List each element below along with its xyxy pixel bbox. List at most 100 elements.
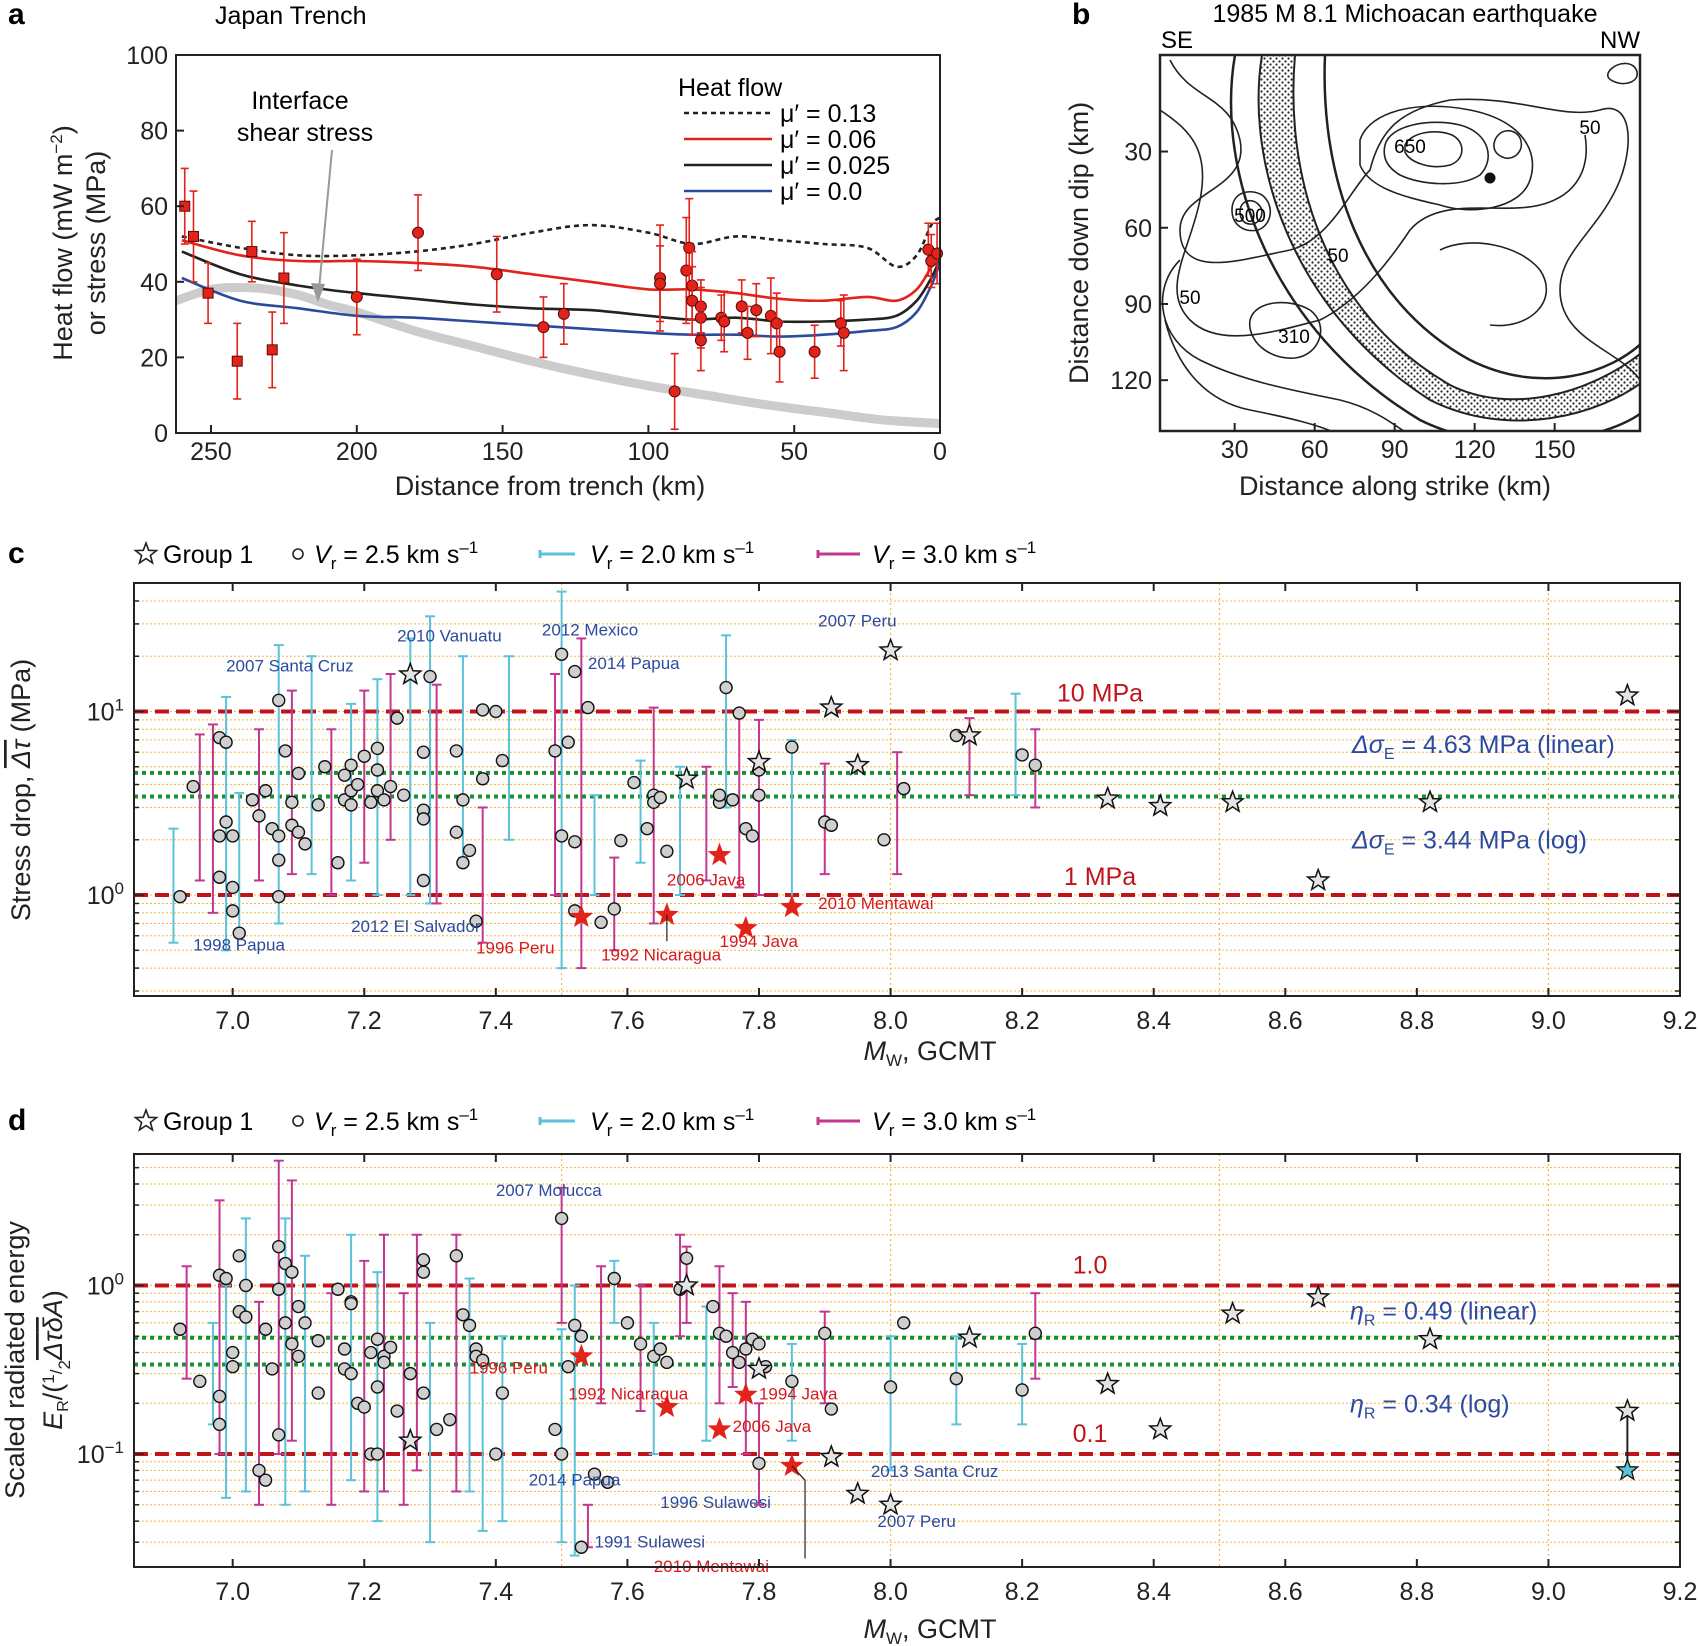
event-circle-76: [712, 788, 727, 802]
heat-flow-point-9: [683, 241, 696, 254]
event-label-blue-5: 1998 Papua: [193, 935, 285, 954]
event-circle-58: [548, 744, 562, 758]
panel-b-nw-label: NW: [1600, 27, 1640, 54]
legend-label-3: μ′ = 0.0: [780, 178, 862, 206]
legend-label-0: μ′ = 0.13: [780, 100, 876, 128]
a-ytick-label-100: 100: [126, 42, 168, 70]
event-label-blue-0: 2007 Molucca: [496, 1181, 602, 1200]
panel-a-title: Japan Trench: [215, 2, 367, 30]
event-label-red-2: 1996 Peru: [476, 939, 554, 958]
event-circle-3: [219, 735, 233, 749]
event-circle-65: [581, 700, 595, 715]
event-circle-35: [344, 1296, 358, 1311]
heat-flow-point-22: [773, 345, 786, 358]
event-circle-35: [364, 795, 378, 810]
event-circle-53: [469, 914, 483, 928]
group1-star-5: [878, 1491, 904, 1516]
event-circle-27: [331, 856, 345, 870]
contour-label-50-a: 50: [1579, 118, 1600, 139]
legend-vr30-label: Vr = 3.0 km s–1: [872, 538, 1036, 573]
contour-label-650: 650: [1394, 137, 1426, 158]
event-circle-60: [554, 1211, 569, 1226]
panel-a-frame: [175, 54, 941, 434]
panel-c-ylabel: Stress drop, Δτ (MPa): [6, 659, 36, 921]
heat-flow-point-14: [694, 334, 707, 347]
tsunami-star-1: [655, 1394, 679, 1418]
event-circle-26: [311, 1386, 325, 1400]
event-circle-79: [732, 1355, 746, 1370]
xtick-label-9.2: 9.2: [1663, 1578, 1698, 1606]
event-circle-14: [258, 1473, 273, 1487]
rupture-outer-arc: [1229, 55, 1640, 431]
event-circle-38: [370, 784, 385, 798]
event-circle-23: [298, 837, 312, 851]
event-label-blue-1: 2014 Papua: [529, 1471, 621, 1490]
heat-flow-point-6: [654, 277, 667, 290]
xtick-label-7: 7.0: [215, 1007, 250, 1035]
event-circle-48: [416, 1265, 431, 1279]
event-circle-13: [258, 1322, 273, 1336]
panel-d-letter: d: [8, 1104, 26, 1137]
event-label-blue-6: 2012 El Salvador: [351, 917, 481, 936]
event-circle-87: [877, 833, 891, 847]
event-label-blue-4: 2007 Peru: [818, 612, 896, 631]
tsunami-star-3: [734, 915, 758, 939]
panel-a-ylabel-line1: Heat flow (mW m−2): [47, 125, 78, 360]
panel-d-legend: Group 1 Vr = 2.5 km s–1 Vr = 2.0 km s–1 Vr …: [133, 1105, 1036, 1140]
panel-b-contour-labels: 650 500 50 50 50 310: [1179, 118, 1600, 348]
rupture-inner-arc: [1323, 55, 1640, 380]
event-circle-6: [225, 1345, 240, 1360]
group1-star-8: [1147, 1416, 1173, 1441]
event-label-blue-4: 2013 Santa Cruz: [871, 1462, 999, 1481]
event-circle-29: [337, 768, 352, 782]
event-label-blue-3: 1991 Sulawesi: [595, 1532, 706, 1551]
event-circle-22: [291, 825, 306, 839]
b-xtick-label-120: 120: [1454, 436, 1496, 464]
heat-flow-point-21: [770, 317, 783, 330]
event-circle-89: [897, 1316, 911, 1330]
event-circle-87: [824, 1402, 839, 1416]
panel-d-ylabel-line1: Scaled radiated energy: [0, 1221, 30, 1499]
heat-flow-point-19: [750, 304, 763, 317]
heat-flow-point-4: [557, 307, 570, 320]
panel-b-frame: [1158, 53, 1642, 433]
event-circle-1: [193, 1374, 207, 1389]
series-line-2: [181, 250, 942, 324]
event-circle-59: [548, 1422, 562, 1437]
ref-label-linear: ΔσE = 4.63 MPa (linear): [1351, 731, 1615, 763]
event-circle-68: [620, 1316, 635, 1330]
event-circle-86: [818, 1326, 832, 1341]
group1-star-0: [397, 661, 423, 686]
panel-a-letter: a: [8, 0, 25, 31]
event-circle-13: [258, 784, 273, 798]
heat-flow-point-23: [808, 345, 821, 358]
epicenter-marker: [1484, 172, 1496, 184]
event-circle-32: [344, 1366, 358, 1381]
tsunami-star-4: [780, 1453, 804, 1477]
event-circle-63: [568, 835, 582, 849]
legend-vr20-label: Vr = 2.0 km s–1: [590, 1105, 754, 1140]
event-circle-48: [449, 825, 464, 839]
event-circle-91: [1015, 1383, 1029, 1397]
heat-flow-point-0: [350, 290, 363, 303]
event-circle-52: [456, 1308, 470, 1322]
heat-flow-point-16: [718, 315, 731, 328]
ref-label-10mpa: 10 MPa: [1057, 679, 1143, 707]
group1-star-5: [878, 637, 904, 662]
event-circle-10: [225, 880, 240, 895]
panel-a-xlabel: Distance from trench (km): [395, 471, 706, 501]
event-circle-58: [495, 1386, 510, 1400]
legend-group1-label: Group 1: [163, 541, 253, 569]
event-circle-23: [291, 1349, 306, 1364]
event-circle-47: [416, 1253, 431, 1267]
event-circle-0: [173, 1322, 187, 1336]
tsunami-star-2: [707, 842, 732, 866]
group1-star-11: [1417, 1326, 1443, 1350]
event-circle-75: [706, 1299, 720, 1314]
event-circle-21: [291, 766, 306, 781]
event-circle-78: [725, 793, 740, 807]
legend-star-icon: [133, 540, 159, 565]
event-label-red-0: 1996 Peru: [470, 1359, 548, 1378]
event-circle-62: [561, 1359, 575, 1374]
heat-flow-point-2: [490, 268, 503, 281]
